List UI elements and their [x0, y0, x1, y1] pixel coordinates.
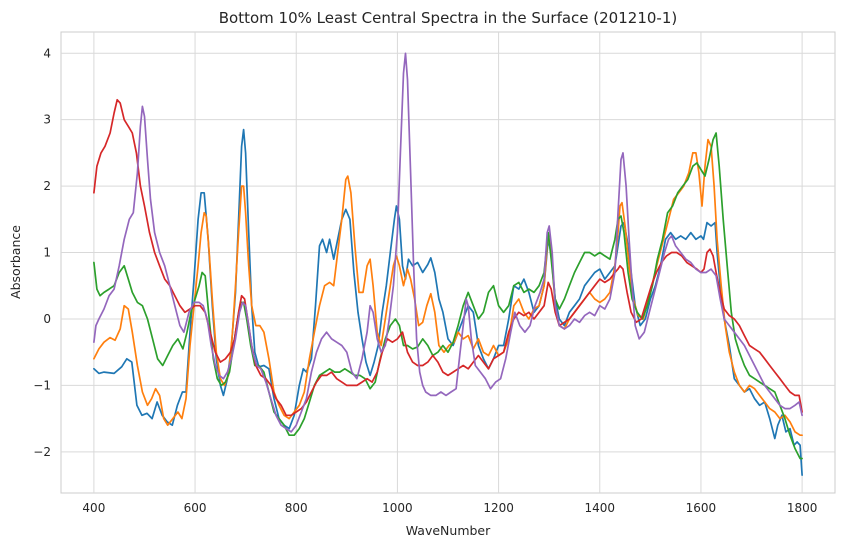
spectrum-line-3 [93, 132, 803, 460]
grid-lines [61, 32, 835, 493]
y-tick-label: 1 [43, 246, 51, 260]
x-axis-ticks: 400 600 800 1000 1200 1400 1600 1800 [82, 501, 817, 515]
x-tick-label: 1600 [686, 501, 717, 515]
x-tick-label: 800 [285, 501, 308, 515]
x-tick-label: 1800 [787, 501, 818, 515]
x-tick-label: 1000 [382, 501, 413, 515]
y-tick-label: 4 [43, 46, 51, 60]
y-tick-label: −1 [33, 378, 51, 392]
x-tick-label: 1200 [483, 501, 514, 515]
x-tick-label: 400 [82, 501, 105, 515]
y-tick-label: −2 [33, 445, 51, 459]
spectrum-line-2 [93, 138, 803, 437]
y-tick-label: 0 [43, 312, 51, 326]
series-lines [93, 52, 803, 476]
x-tick-label: 1400 [584, 501, 615, 515]
y-axis-ticks: −2 −1 0 1 2 3 4 [33, 46, 51, 459]
spectrum-line-5 [93, 52, 803, 433]
spectrum-line-1 [93, 128, 803, 476]
y-axis-label: Absorbance [8, 225, 23, 299]
chart-title: Bottom 10% Least Central Spectra in the … [219, 9, 677, 27]
y-tick-label: 3 [43, 113, 51, 127]
x-axis-label: WaveNumber [406, 523, 491, 538]
x-tick-label: 600 [184, 501, 207, 515]
y-tick-label: 2 [43, 179, 51, 193]
